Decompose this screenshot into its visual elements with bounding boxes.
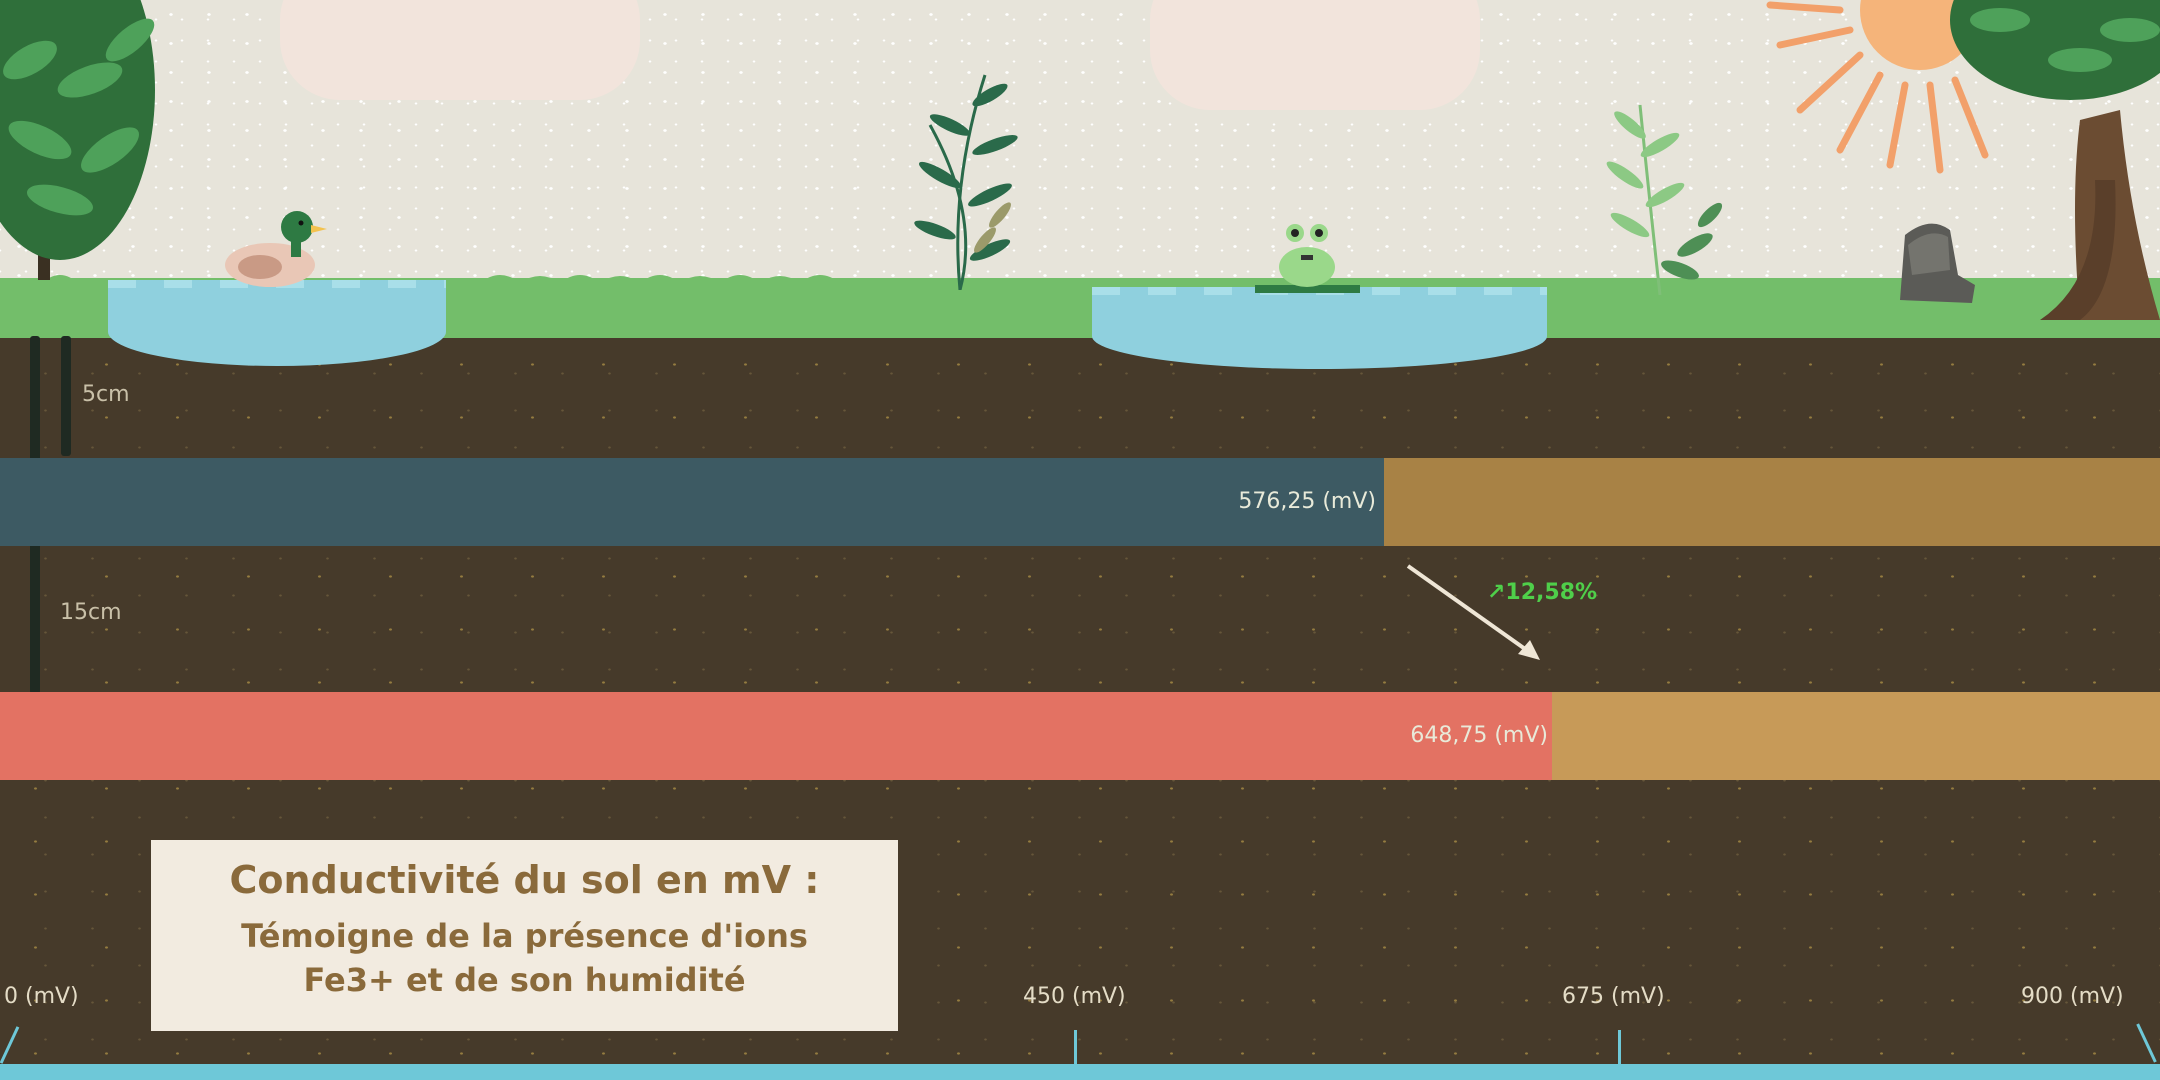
shallow-conductivity-band: 576,25 (mV) xyxy=(0,458,2160,546)
legend-title: Conductivité du sol en mV : xyxy=(229,858,820,902)
scale-tick-mark xyxy=(1618,1030,1621,1065)
legend-card: Conductivité du sol en mV : Témoigne de … xyxy=(151,840,898,1031)
tree-icon xyxy=(1950,0,2160,320)
fern-icon xyxy=(914,74,1018,290)
deep-band-rest xyxy=(1552,692,2160,780)
scale-tick-675: 675 (mV) xyxy=(1562,984,1665,1009)
shallow-band-fill xyxy=(0,458,1384,546)
pond-right xyxy=(1092,287,1547,369)
arrow-icon xyxy=(1406,564,1540,660)
scale-tick-450: 450 (mV) xyxy=(1023,984,1126,1009)
depth-label-5cm: 5cm xyxy=(82,382,130,407)
legend-line-2: Fe3+ et de son humidité xyxy=(303,961,746,999)
frog-icon xyxy=(1255,224,1360,293)
shallow-band-rest xyxy=(1384,458,2160,546)
cloud xyxy=(280,0,640,100)
scale-bar xyxy=(0,1064,2160,1080)
deep-conductivity-band: 648,75 (mV) xyxy=(0,692,2160,780)
change-percentage: ↗12,58% xyxy=(1487,580,1598,605)
scale-tick-0: 0 (mV) xyxy=(4,984,79,1009)
sun-icon xyxy=(1766,0,1989,174)
duck-icon xyxy=(225,211,327,287)
shallow-band-value: 576,25 (mV) xyxy=(1238,489,1376,514)
tree-icon xyxy=(0,0,155,280)
scale-tick-mark xyxy=(1074,1030,1077,1065)
pond-left xyxy=(108,280,446,366)
probe-shallow xyxy=(61,336,71,456)
deep-band-value: 648,75 (mV) xyxy=(1410,723,1548,748)
cloud xyxy=(1150,0,1480,110)
depth-label-15cm: 15cm xyxy=(60,600,122,625)
fern-icon xyxy=(1606,104,1723,295)
deep-band-fill xyxy=(0,692,1552,780)
legend-line-1: Témoigne de la présence d'ions xyxy=(241,917,808,955)
rock-icon xyxy=(1900,223,1975,303)
scale-tick-900: 900 (mV) xyxy=(2021,984,2124,1009)
